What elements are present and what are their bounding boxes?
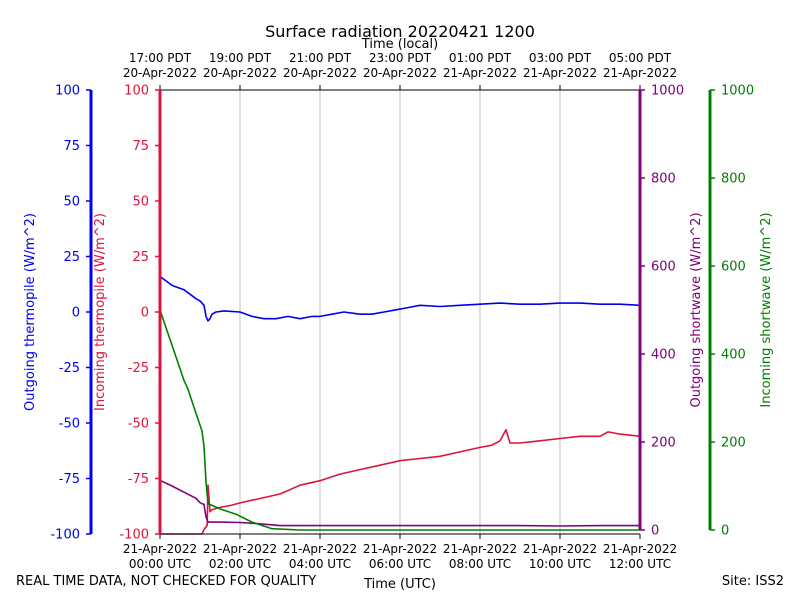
- y-tick-label-in_sw: 1000: [721, 84, 754, 99]
- y-tick-label-out_sw: 0: [651, 524, 659, 539]
- y-axis-title-in_thermo: Incoming thermopile (W/m^2): [93, 213, 108, 411]
- y-tick-label-out_thermo: 50: [63, 195, 80, 210]
- y-tick-label-out_thermo: 25: [63, 250, 80, 265]
- y-tick-label-out_sw: 1000: [651, 84, 684, 99]
- y-tick-label-in_sw: 800: [721, 172, 746, 187]
- y-tick-label-out_sw: 400: [651, 348, 676, 363]
- y-tick-label-in_thermo: -25: [128, 361, 149, 376]
- y-tick-label-out_thermo: -100: [50, 528, 80, 543]
- x-tick-label-local-date: 20-Apr-2022: [123, 66, 197, 80]
- series-line-in_thermo: [160, 428, 641, 535]
- x-tick-label-local-date: 20-Apr-2022: [203, 66, 277, 80]
- series-line-out_sw: [159, 479, 640, 527]
- top-axis-label: Time (local): [361, 37, 438, 52]
- x-tick-label-local-time: 05:00 PDT: [609, 51, 672, 65]
- x-tick-label-local-time: 01:00 PDT: [449, 51, 512, 65]
- x-tick-label-local-date: 21-Apr-2022: [523, 66, 597, 80]
- x-tick-label-local-time: 19:00 PDT: [209, 51, 272, 65]
- x-tick-label-utc-date: 21-Apr-2022: [363, 542, 437, 556]
- y-tick-label-in_thermo: 25: [132, 250, 149, 265]
- bottom-axis-label: Time (UTC): [363, 577, 436, 592]
- x-tick-label-utc-time: 06:00 UTC: [369, 557, 431, 571]
- x-tick-label-utc-date: 21-Apr-2022: [283, 542, 357, 556]
- y-axis-title-out_thermo: Outgoing thermopile (W/m^2): [23, 213, 38, 411]
- y-axis-title-out_sw: Outgoing shortwave (W/m^2): [689, 212, 704, 407]
- x-tick-label-utc-date: 21-Apr-2022: [603, 542, 677, 556]
- series-line-out_thermo: [159, 275, 641, 322]
- x-tick-label-local-date: 21-Apr-2022: [603, 66, 677, 80]
- x-tick-label-utc-date: 21-Apr-2022: [203, 542, 277, 556]
- x-tick-label-utc-date: 21-Apr-2022: [443, 542, 517, 556]
- y-tick-label-out_thermo: -50: [59, 417, 80, 432]
- y-tick-label-in_sw: 400: [721, 348, 746, 363]
- chart-title: Surface radiation 20220421 1200: [265, 22, 535, 41]
- y-tick-label-in_sw: 0: [721, 524, 729, 539]
- x-tick-label-local-date: 20-Apr-2022: [363, 66, 437, 80]
- x-tick-label-local-date: 21-Apr-2022: [443, 66, 517, 80]
- y-tick-label-out_sw: 200: [651, 436, 676, 451]
- y-tick-label-out_thermo: -25: [59, 361, 80, 376]
- y-tick-label-in_thermo: -75: [128, 472, 149, 487]
- x-tick-label-local-date: 20-Apr-2022: [283, 66, 357, 80]
- y-tick-label-out_thermo: 0: [72, 306, 80, 321]
- y-tick-label-in_thermo: -100: [119, 528, 149, 543]
- y-tick-label-out_sw: 600: [651, 260, 676, 275]
- y-tick-label-out_thermo: -75: [59, 472, 80, 487]
- x-tick-label-utc-time: 12:00 UTC: [609, 557, 671, 571]
- x-tick-label-local-time: 23:00 PDT: [369, 51, 432, 65]
- quality-disclaimer: REAL TIME DATA, NOT CHECKED FOR QUALITY: [16, 574, 317, 589]
- x-tick-label-utc-time: 08:00 UTC: [449, 557, 511, 571]
- x-tick-label-local-time: 17:00 PDT: [129, 51, 192, 65]
- x-tick-label-utc-time: 00:00 UTC: [129, 557, 191, 571]
- y-tick-label-in_sw: 200: [721, 436, 746, 451]
- grid-layer: [239, 90, 561, 534]
- x-tick-label-utc-date: 21-Apr-2022: [523, 542, 597, 556]
- y-tick-label-in_thermo: -50: [128, 417, 149, 432]
- series-layer: [159, 275, 641, 535]
- y-axis-title-in_sw: Incoming shortwave (W/m^2): [759, 212, 774, 407]
- y-tick-label-out_thermo: 75: [63, 139, 80, 154]
- y-tick-label-in_thermo: 100: [124, 84, 149, 99]
- x-tick-label-utc-date: 21-Apr-2022: [123, 542, 197, 556]
- y-tick-label-in_thermo: 0: [141, 306, 149, 321]
- y-tick-label-out_thermo: 100: [55, 84, 80, 99]
- site-label: Site: ISS2: [721, 574, 784, 589]
- y-tick-label-in_sw: 600: [721, 260, 746, 275]
- series-line-in_sw: [159, 309, 640, 531]
- x-tick-label-utc-time: 02:00 UTC: [209, 557, 271, 571]
- x-tick-label-local-time: 03:00 PDT: [529, 51, 592, 65]
- x-tick-label-utc-time: 04:00 UTC: [289, 557, 351, 571]
- y-tick-label-out_sw: 800: [651, 172, 676, 187]
- y-tick-label-in_thermo: 50: [132, 195, 149, 210]
- x-tick-label-local-time: 21:00 PDT: [289, 51, 352, 65]
- x-tick-label-utc-time: 10:00 UTC: [529, 557, 591, 571]
- y-tick-label-in_thermo: 75: [132, 139, 149, 154]
